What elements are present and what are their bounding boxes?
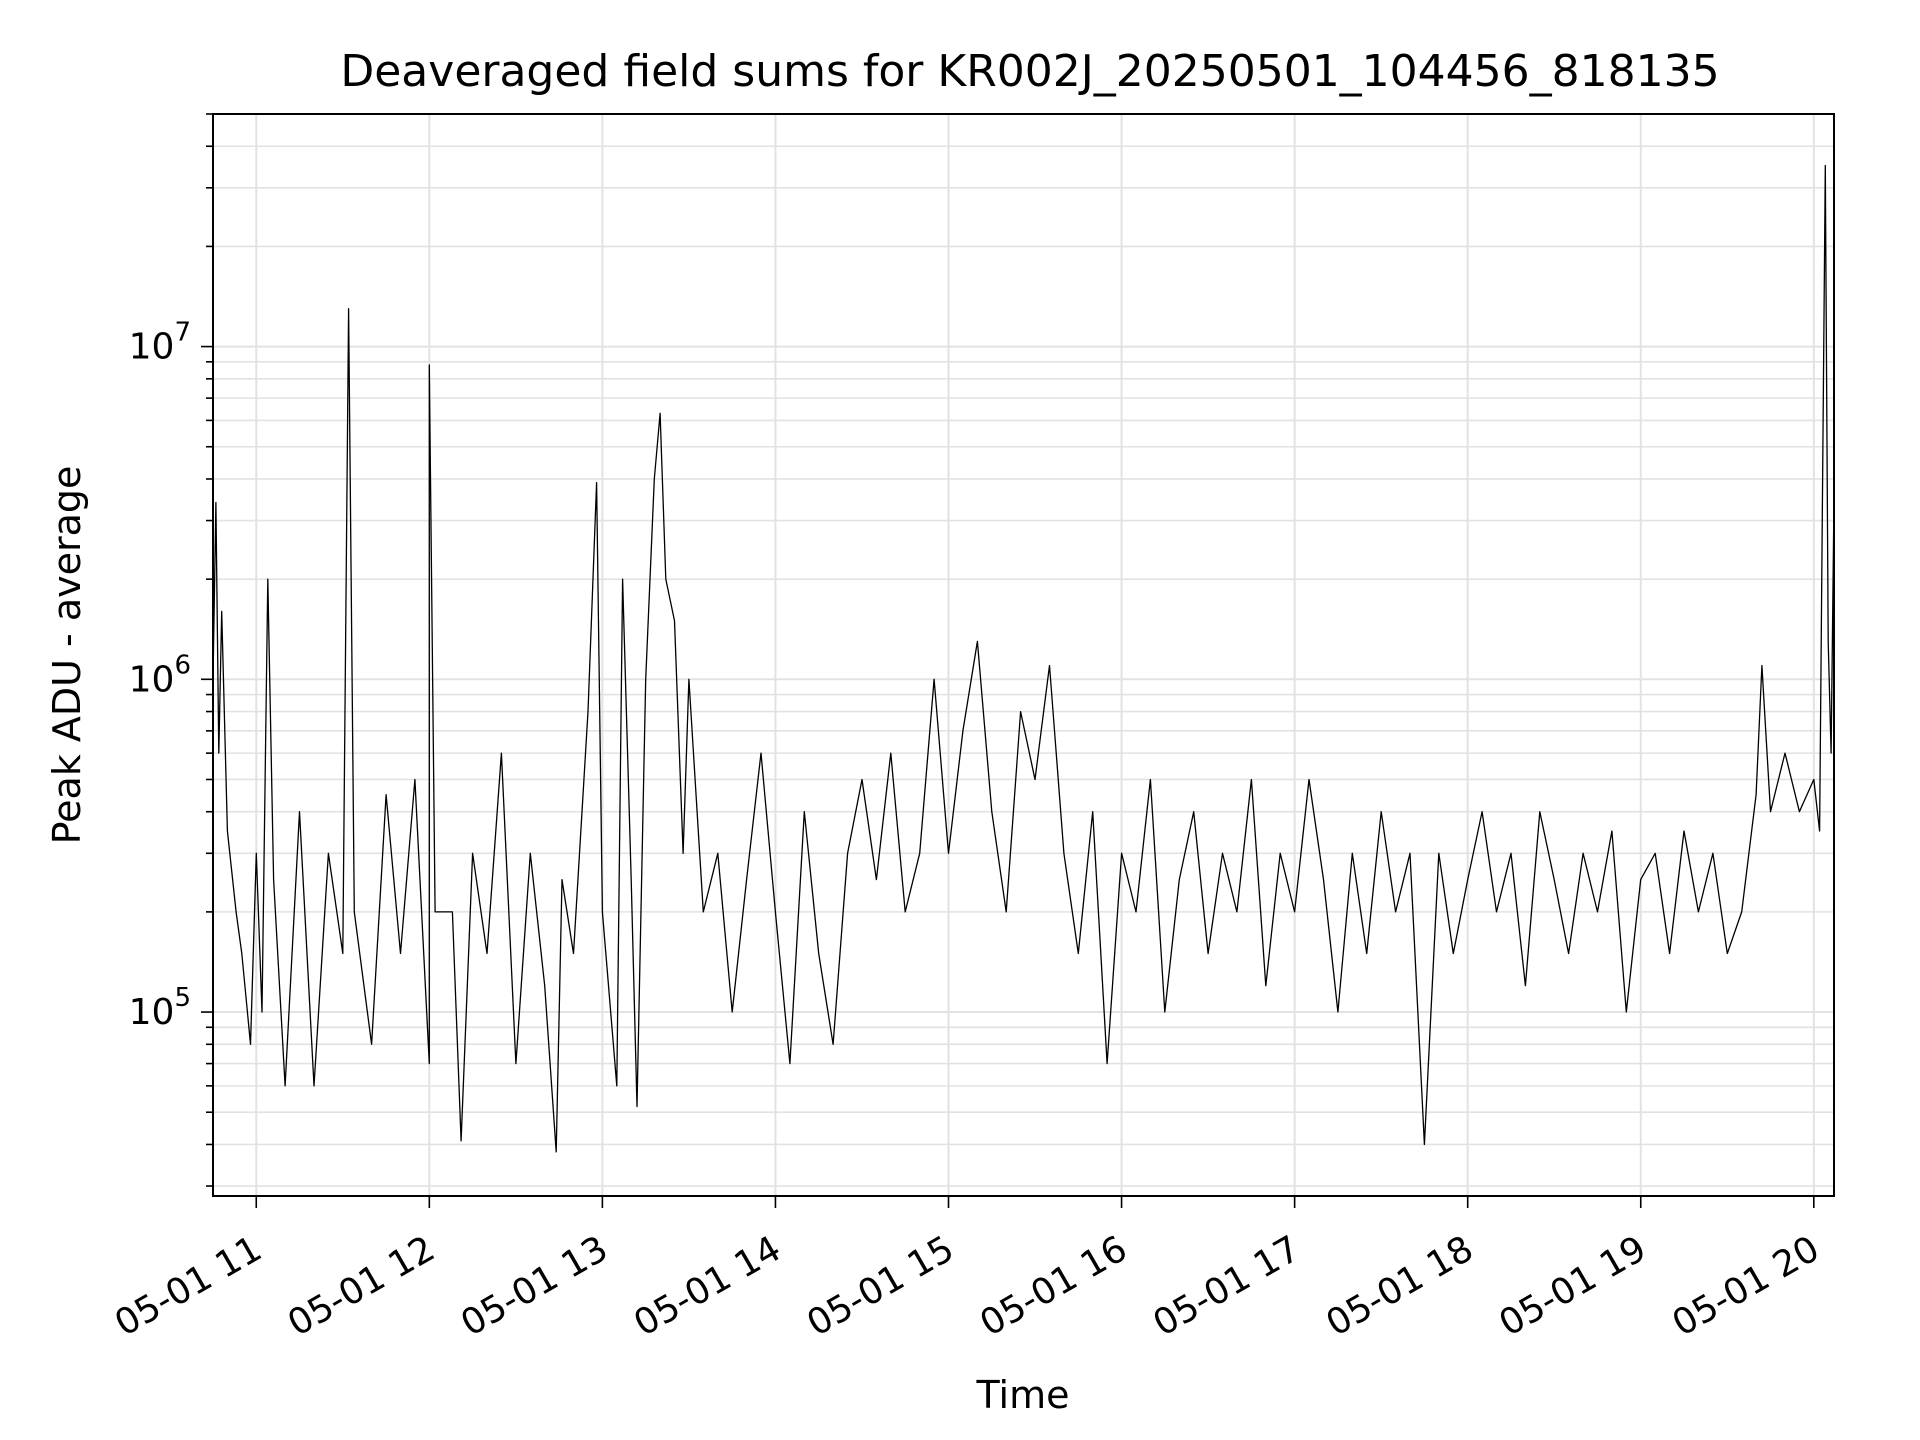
y-axis: 105 106 107 xyxy=(129,113,213,1187)
x-axis-label: Time xyxy=(976,1373,1070,1417)
series-layer xyxy=(212,164,1835,1153)
grid xyxy=(213,113,1834,1196)
series-line xyxy=(212,164,1835,1153)
y-tick-label: 105 xyxy=(129,983,191,1033)
y-tick-label: 106 xyxy=(129,650,191,700)
y-axis-label: Peak ADU - average xyxy=(45,466,89,845)
y-tick-label: 107 xyxy=(129,318,191,368)
chart-title: Deaveraged field sums for KR002J_2025050… xyxy=(340,46,1719,97)
plot-frame xyxy=(212,113,1835,1197)
